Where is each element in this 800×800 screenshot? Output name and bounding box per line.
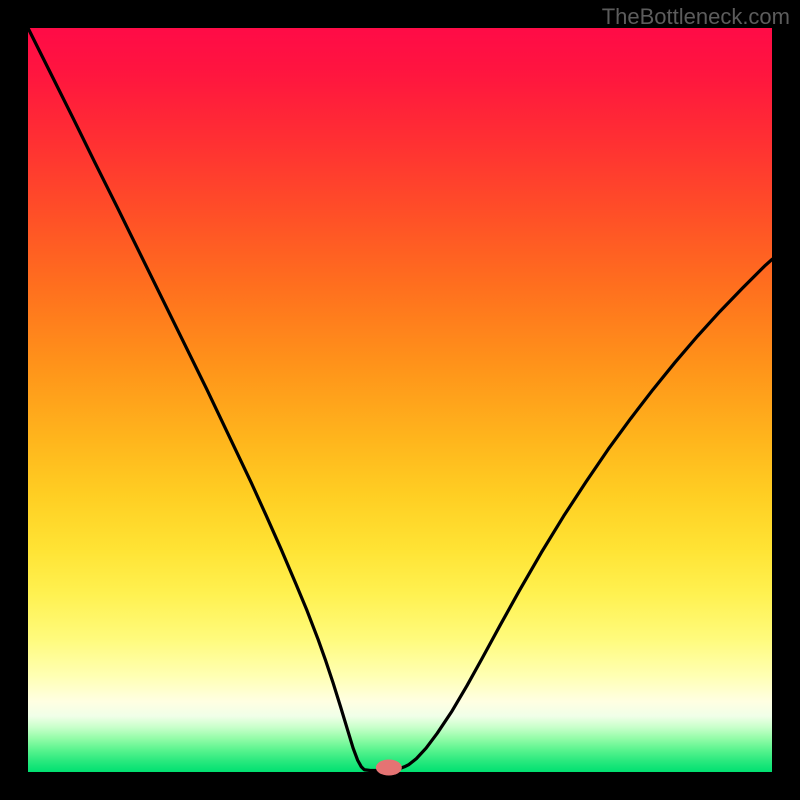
watermark-text: TheBottleneck.com [602, 4, 790, 30]
optimal-point-marker [376, 760, 402, 776]
plot-gradient-background [28, 28, 772, 772]
bottleneck-chart [0, 0, 800, 800]
figure-container: TheBottleneck.com [0, 0, 800, 800]
